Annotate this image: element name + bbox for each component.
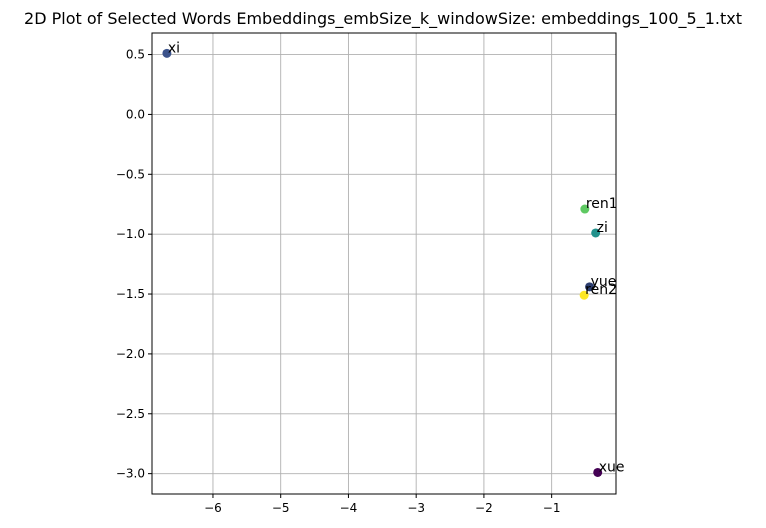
data-point-xi — [162, 48, 172, 58]
data-point-ren2 — [579, 290, 589, 300]
data-point-yue — [585, 282, 595, 292]
data-points — [162, 48, 603, 477]
y-axis: 0.5 0.0 −0.5 −1.0 −1.5 −2.0 −2.5 −3.0 — [116, 48, 152, 481]
y-tick-label: −2.0 — [116, 347, 145, 361]
y-tick-label: −1.0 — [116, 227, 145, 241]
data-point-xue — [593, 467, 603, 477]
point-label-yue: yue — [591, 274, 617, 290]
plot-area — [151, 32, 617, 495]
y-tick-label: −2.5 — [116, 407, 145, 421]
point-label-zi: zi — [597, 220, 608, 236]
point-label-ren1: ren1 — [586, 196, 618, 212]
data-point-zi — [591, 228, 601, 238]
chart-title: 2D Plot of Selected Words Embeddings_emb… — [24, 9, 742, 29]
x-tick-label: −4 — [340, 501, 358, 515]
x-axis: −6 −5 −4 −3 −2 −1 — [204, 494, 561, 515]
point-label-xi: xi — [168, 40, 180, 56]
x-tick-label: −3 — [407, 501, 425, 515]
grid — [152, 33, 616, 494]
y-tick-label: 0.0 — [126, 107, 145, 121]
point-label-ren2: ren2 — [585, 282, 617, 298]
x-tick-label: −2 — [475, 501, 493, 515]
point-label-xue: xue — [599, 459, 625, 475]
y-tick-label: −3.0 — [116, 467, 145, 481]
x-tick-label: −6 — [204, 501, 222, 515]
y-tick-label: −1.5 — [116, 287, 145, 301]
y-tick-label: −0.5 — [116, 167, 145, 181]
x-tick-label: −1 — [543, 501, 561, 515]
y-tick-label: 0.5 — [126, 48, 145, 62]
data-point-ren1 — [580, 204, 590, 214]
x-tick-label: −5 — [272, 501, 290, 515]
